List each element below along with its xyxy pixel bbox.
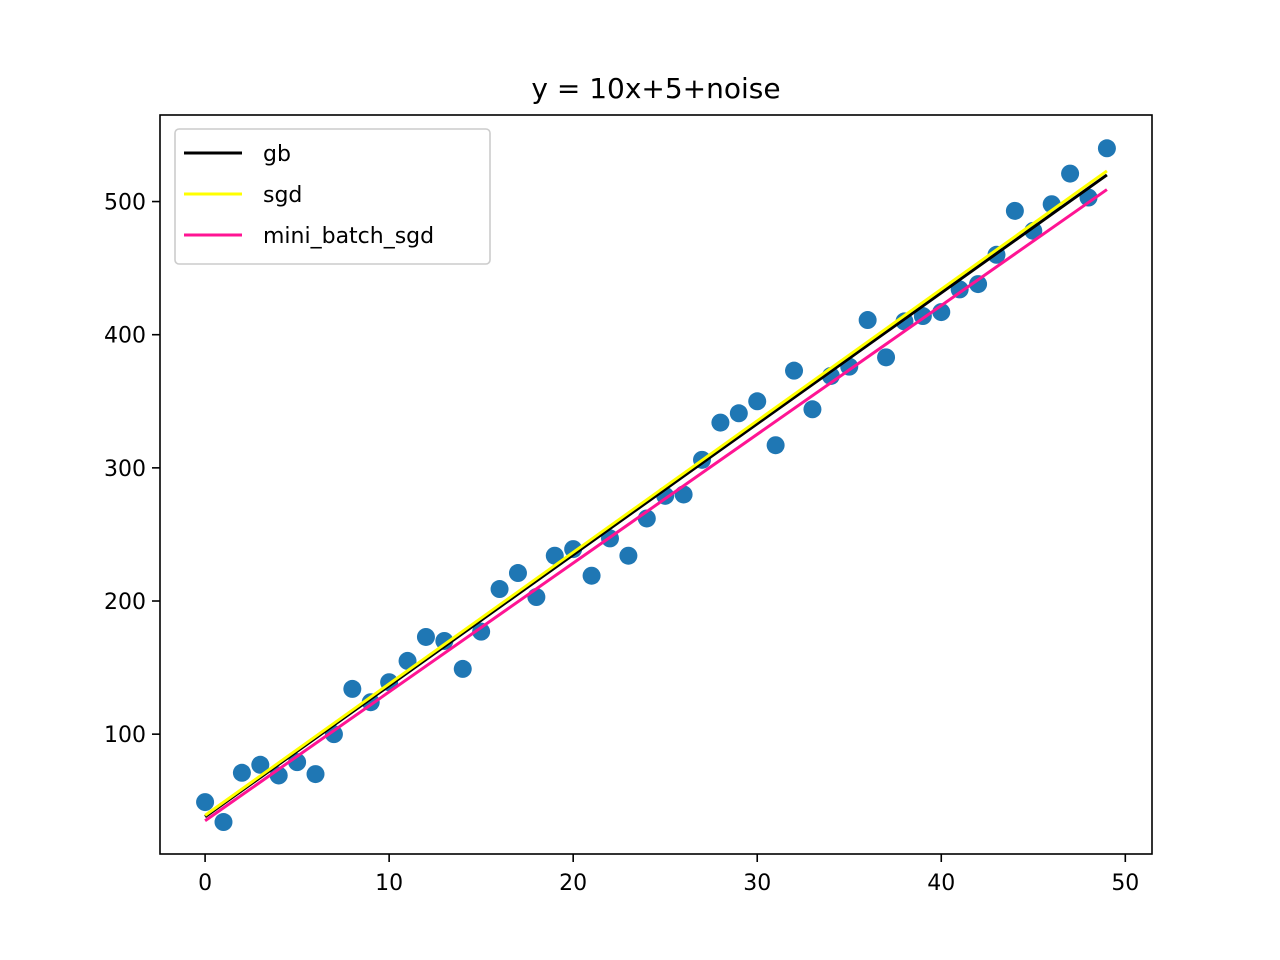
scatter-point xyxy=(398,651,417,670)
scatter-point xyxy=(416,627,435,646)
x-tick-label: 50 xyxy=(1111,871,1139,896)
scatter-point xyxy=(1097,139,1116,158)
axes-frame xyxy=(159,114,1153,855)
scatter-point xyxy=(729,404,748,423)
x-tick-label: 0 xyxy=(198,871,212,896)
y-axis: 100 200 300 400 500 xyxy=(104,191,160,748)
x-tick-label: 40 xyxy=(927,871,955,896)
scatter-point xyxy=(232,763,251,782)
legend-box xyxy=(174,128,491,265)
scatter-point xyxy=(306,765,325,784)
scatter-point xyxy=(490,580,509,599)
y-tick-label: 500 xyxy=(104,191,146,216)
y-tick-label: 100 xyxy=(104,723,146,748)
series-line-sgd xyxy=(204,169,1108,817)
scatter-point xyxy=(858,311,877,330)
scatter-point xyxy=(472,622,491,641)
scatter-point xyxy=(527,588,546,607)
y-tick-label: 300 xyxy=(104,457,146,482)
legend-label-mini_batch_sgd: mini_batch_sgd xyxy=(263,224,434,249)
scatter-point xyxy=(711,413,730,432)
scatter-point xyxy=(674,485,693,504)
scatter-point xyxy=(969,275,988,294)
x-tick-label: 20 xyxy=(559,871,587,896)
scatter-point xyxy=(251,755,270,774)
legend: gb sgd mini_batch_sgd xyxy=(174,128,491,265)
plot-area xyxy=(196,139,1116,832)
y-tick-label: 400 xyxy=(104,324,146,349)
y-tick-label: 200 xyxy=(104,590,146,615)
scatter-point xyxy=(214,813,233,832)
scatter-point xyxy=(748,392,767,411)
chart-title: y = 10x+5+noise xyxy=(531,72,780,105)
scatter-point xyxy=(803,400,822,419)
x-tick-label: 30 xyxy=(743,871,771,896)
scatter-point xyxy=(453,659,472,678)
scatter-point xyxy=(288,753,307,772)
scatter-point xyxy=(343,679,362,698)
legend-label-gb: gb xyxy=(263,142,291,167)
scatter-point xyxy=(435,631,454,650)
scatter-point xyxy=(545,546,564,565)
scatter-point xyxy=(877,348,896,367)
scatter-point xyxy=(196,793,215,812)
x-axis: 0 10 20 30 40 50 xyxy=(198,854,1139,896)
scatter-point xyxy=(508,564,527,583)
scatter-point xyxy=(766,436,785,455)
legend-label-sgd: sgd xyxy=(263,183,302,208)
scatter-point xyxy=(1005,201,1024,220)
series-line-mini_batch_sgd xyxy=(204,188,1108,822)
scatter-point xyxy=(1061,164,1080,183)
scatter-point xyxy=(785,361,804,380)
scatter-point xyxy=(582,566,601,585)
x-tick-label: 10 xyxy=(375,871,403,896)
scatter-point xyxy=(564,540,583,559)
scatter-point xyxy=(619,546,638,565)
